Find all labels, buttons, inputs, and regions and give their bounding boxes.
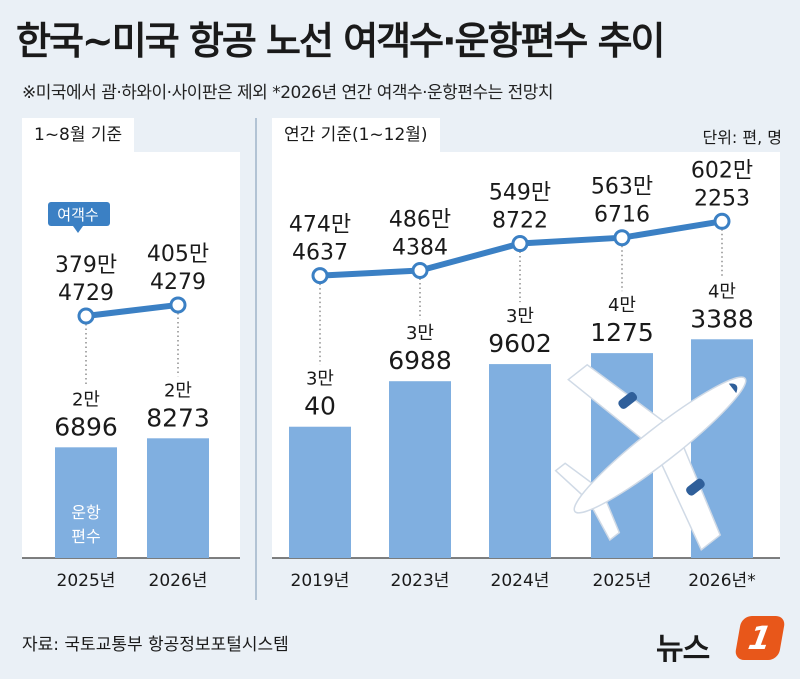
- line-value-label: 2253: [694, 186, 750, 211]
- x-tick-label: 2026년: [149, 571, 208, 591]
- bar-value-label: 4만: [608, 295, 636, 316]
- bar-value-label: 3만: [406, 323, 434, 344]
- x-tick-label: 2026년*: [688, 571, 755, 591]
- unit-label: 단위: 편, 명: [702, 128, 782, 147]
- bar-value-label: 2만: [72, 389, 100, 410]
- bar-value-label: 3만: [306, 369, 334, 390]
- line-value-label: 549만: [489, 181, 551, 206]
- bar: [147, 438, 209, 558]
- bar: [389, 381, 451, 558]
- line-value-label: 8722: [492, 209, 548, 234]
- series-tag-passengers: [48, 202, 110, 226]
- bar-value-label: 3388: [690, 304, 754, 333]
- line-value-label: 4637: [292, 241, 348, 266]
- airplane-cockpit: [728, 383, 738, 394]
- bar-value-label: 8273: [146, 403, 210, 432]
- x-tick-label: 2025년: [57, 571, 116, 591]
- bar-value-label: 3만: [506, 306, 534, 327]
- line-value-label: 474만: [289, 213, 351, 238]
- source-note: 자료: 국토교통부 항공정보포털시스템: [22, 635, 289, 655]
- bar: [489, 364, 551, 558]
- line-value-label: 4729: [58, 281, 114, 306]
- bar-value-label: 9602: [488, 329, 552, 358]
- line-value-label: 6716: [594, 203, 650, 228]
- panel-label-ytd: 1~8월 기준: [22, 118, 135, 152]
- line-value-label: 563만: [591, 175, 653, 200]
- line-point: [613, 229, 631, 247]
- panel-label-annual: 연간 기준(1~12월): [272, 118, 440, 152]
- airplane-engine: [686, 478, 705, 496]
- x-tick-label: 2019년: [291, 571, 350, 591]
- logo-text: 뉴스: [656, 632, 710, 667]
- airplane-illustration: [554, 363, 747, 551]
- line-point: [411, 262, 429, 280]
- line-point: [511, 235, 529, 253]
- bar-value-label: 40: [304, 392, 336, 421]
- line-value-label: 405만: [147, 242, 209, 267]
- bar: [55, 447, 117, 558]
- bar-value-label: 6896: [54, 412, 118, 441]
- x-tick-label: 2023년: [391, 571, 450, 591]
- page-title: 한국~미국 항공 노선 여객수·운항편수 추이: [16, 19, 666, 63]
- line-value-label: 486만: [389, 208, 451, 233]
- bar-series-label: 편수: [71, 527, 100, 546]
- line-value-label: 4384: [392, 236, 448, 261]
- x-tick-label: 2025년: [593, 571, 652, 591]
- airplane: [554, 363, 747, 551]
- passenger-line: [85, 301, 179, 319]
- logo-badge: 1: [734, 616, 786, 660]
- line-point: [311, 267, 329, 285]
- bar-series-label: 운항: [71, 503, 101, 522]
- line-value-label: 4279: [150, 270, 206, 295]
- chart-ytd: 2만68962025년2만82732026년379만4729405만4279여객…: [48, 202, 210, 591]
- footnote: ※미국에서 괌·하와이·사이판은 제외 *2026년 연간 여객수·운항편수는 …: [22, 83, 554, 103]
- bar-value-label: 4만: [708, 281, 736, 302]
- bar-value-label: 1275: [590, 318, 654, 347]
- line-point: [169, 296, 187, 314]
- x-tick-label: 2024년: [491, 571, 550, 591]
- bar: [289, 426, 351, 558]
- line-value-label: 602만: [691, 158, 753, 183]
- line-point: [713, 212, 731, 230]
- series-tag-pointer: [73, 226, 83, 233]
- line-point: [77, 307, 95, 325]
- bar-value-label: 6988: [388, 346, 452, 375]
- series-tag-label: 여객수: [57, 206, 98, 224]
- airplane-engine: [618, 391, 638, 409]
- line-value-label: 379만: [55, 253, 117, 278]
- news1-logo: 뉴스 1: [656, 614, 786, 667]
- airplane-fuselage: [573, 376, 747, 514]
- chart-annual: 3만402019년3만69882023년3만96022024년4만1275202…: [289, 158, 756, 591]
- bar-value-label: 2만: [164, 380, 192, 401]
